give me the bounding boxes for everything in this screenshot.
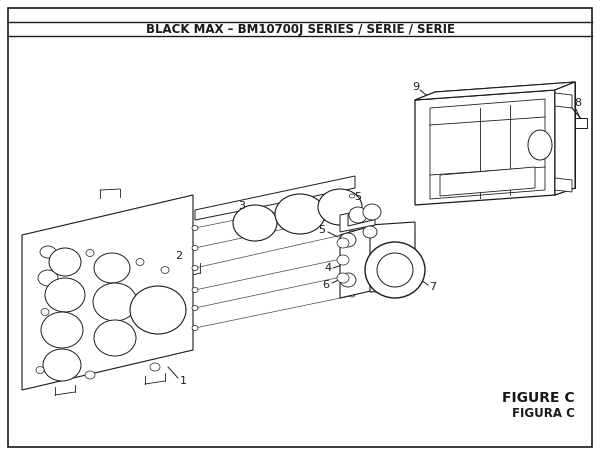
Ellipse shape <box>377 253 413 287</box>
Ellipse shape <box>45 278 85 312</box>
Ellipse shape <box>192 266 198 271</box>
Text: 4: 4 <box>325 263 332 273</box>
Ellipse shape <box>94 253 130 283</box>
Polygon shape <box>348 208 375 226</box>
Ellipse shape <box>192 246 198 251</box>
Text: FIGURE C: FIGURE C <box>502 391 575 405</box>
Ellipse shape <box>349 212 355 216</box>
Ellipse shape <box>41 312 83 348</box>
Ellipse shape <box>318 189 362 225</box>
Text: BLACK MAX – BM10700J SERIES / SÉRIE / SERIE: BLACK MAX – BM10700J SERIES / SÉRIE / SE… <box>146 22 455 36</box>
Bar <box>575 118 587 128</box>
Polygon shape <box>415 90 555 205</box>
Text: 9: 9 <box>412 82 419 92</box>
Ellipse shape <box>349 230 355 234</box>
Ellipse shape <box>192 288 198 293</box>
Polygon shape <box>555 93 572 108</box>
Ellipse shape <box>363 226 377 238</box>
Ellipse shape <box>528 130 552 160</box>
Ellipse shape <box>161 267 169 273</box>
Ellipse shape <box>150 363 160 371</box>
Polygon shape <box>195 176 355 220</box>
Polygon shape <box>340 208 375 232</box>
Ellipse shape <box>365 242 425 298</box>
Ellipse shape <box>41 308 49 315</box>
Polygon shape <box>370 222 415 292</box>
Text: 5: 5 <box>319 225 325 235</box>
Ellipse shape <box>136 258 144 266</box>
Text: 1: 1 <box>179 376 187 386</box>
Ellipse shape <box>38 270 58 286</box>
Ellipse shape <box>340 273 356 287</box>
Ellipse shape <box>349 194 355 198</box>
Ellipse shape <box>40 246 56 258</box>
Ellipse shape <box>363 204 381 220</box>
Polygon shape <box>430 99 545 199</box>
Ellipse shape <box>192 305 198 310</box>
Polygon shape <box>555 82 575 195</box>
Ellipse shape <box>192 325 198 330</box>
Ellipse shape <box>93 283 137 321</box>
Ellipse shape <box>192 226 198 231</box>
Text: 6: 6 <box>323 280 329 290</box>
Ellipse shape <box>233 205 277 241</box>
Text: 5: 5 <box>355 192 361 202</box>
Text: 2: 2 <box>175 251 182 261</box>
Polygon shape <box>555 178 572 192</box>
Ellipse shape <box>130 286 186 334</box>
Ellipse shape <box>49 248 81 276</box>
Polygon shape <box>440 167 535 196</box>
Polygon shape <box>22 195 193 390</box>
Text: FIGURA C: FIGURA C <box>512 407 575 420</box>
Ellipse shape <box>86 249 94 257</box>
Ellipse shape <box>43 349 81 381</box>
Ellipse shape <box>349 254 355 258</box>
Ellipse shape <box>337 238 349 248</box>
Ellipse shape <box>94 320 136 356</box>
Polygon shape <box>415 82 575 100</box>
Text: 3: 3 <box>239 201 245 211</box>
Ellipse shape <box>85 371 95 379</box>
Ellipse shape <box>337 255 349 265</box>
Ellipse shape <box>349 272 355 276</box>
Text: 8: 8 <box>574 98 581 108</box>
Text: 7: 7 <box>430 282 437 292</box>
Ellipse shape <box>337 273 349 283</box>
Ellipse shape <box>340 233 356 247</box>
Ellipse shape <box>275 194 325 234</box>
Ellipse shape <box>349 293 355 297</box>
Ellipse shape <box>349 207 367 223</box>
Ellipse shape <box>36 366 44 374</box>
Polygon shape <box>340 225 375 298</box>
